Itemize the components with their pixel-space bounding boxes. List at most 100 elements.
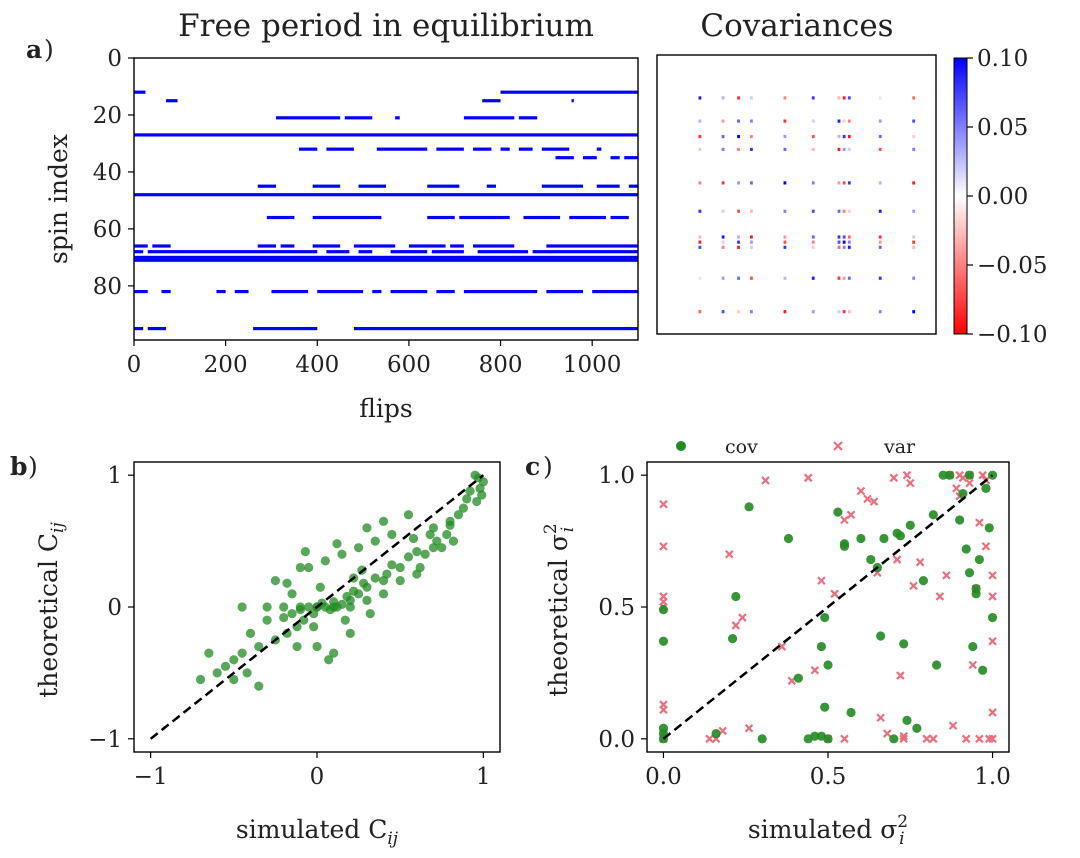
c-cov-point <box>820 612 830 623</box>
var-marker-stroke <box>942 571 951 580</box>
spin-segment <box>523 215 561 220</box>
b-data-point <box>300 547 310 557</box>
b-data-point <box>324 655 334 665</box>
spin-segment <box>459 215 510 220</box>
c-cov-point <box>810 731 820 741</box>
c-cov-point <box>856 533 866 544</box>
covariance-cell <box>698 276 702 280</box>
b-data-point <box>458 503 468 513</box>
covariance-cell <box>878 147 882 152</box>
b-data-point <box>282 578 292 588</box>
c-var-point <box>856 486 866 496</box>
b-data-point <box>445 520 455 530</box>
b-data-point <box>229 674 239 685</box>
c-var-point <box>896 671 905 680</box>
b-data-point <box>345 628 355 638</box>
covariance-cell <box>837 96 841 100</box>
covariance-cell <box>750 96 753 100</box>
spin-segment <box>427 215 455 220</box>
spin-segment <box>628 184 638 188</box>
panel-b-label: b <box>10 452 27 481</box>
var-marker-stroke <box>882 729 892 738</box>
b-data-point <box>262 602 272 612</box>
covariance-cell <box>837 276 841 280</box>
c-cov-point <box>833 507 843 517</box>
covariance-cell <box>847 181 851 185</box>
b-data-point <box>337 549 347 559</box>
spin-segment <box>134 193 638 197</box>
c-cov-point <box>816 641 827 652</box>
b-data-point <box>320 556 330 566</box>
covariance-cell <box>698 134 702 139</box>
x-tick-label: 1000 <box>563 352 622 378</box>
c-var-point <box>738 613 747 622</box>
y-tick-label: 1.0 <box>598 463 635 489</box>
c-cov-point <box>961 544 971 554</box>
spin-segment <box>463 289 538 294</box>
c-var-point <box>975 518 984 527</box>
spin-segment <box>431 250 464 254</box>
covariance-cell <box>847 276 851 280</box>
c-var-point <box>909 581 918 591</box>
covariance-cell <box>750 209 753 213</box>
b-data-point <box>345 602 355 612</box>
spin-segment <box>276 116 341 120</box>
b-data-point <box>465 486 475 496</box>
var-marker-stroke <box>905 478 915 488</box>
b-data-point <box>387 529 397 540</box>
b-data-point <box>304 602 314 612</box>
y-tick-label: 80 <box>93 274 122 300</box>
x-tick-label: 600 <box>387 352 431 378</box>
covariance-cell <box>912 134 916 139</box>
panel-c-label: c <box>525 452 540 481</box>
c-cov-point <box>658 723 669 733</box>
covariance-cell <box>878 240 882 244</box>
covariance-cell <box>783 181 787 185</box>
b-data-point <box>412 547 422 557</box>
b-data-point <box>395 576 405 586</box>
b-x-label-sub: ij <box>387 829 398 849</box>
var-marker-stroke <box>896 671 905 680</box>
covariance-cell <box>878 235 882 239</box>
spin-segment <box>134 244 148 248</box>
raster-frame <box>133 57 639 341</box>
b-data-point <box>403 552 414 562</box>
spin-segment <box>583 156 597 160</box>
c-var-point <box>899 734 908 744</box>
spin-segment <box>134 258 638 262</box>
b-data-point <box>349 586 359 596</box>
c-cov-point <box>968 641 978 652</box>
c-cov-point <box>823 660 833 670</box>
c-var-point <box>929 734 938 744</box>
c-var-point <box>988 734 997 744</box>
b-data-point <box>340 615 350 625</box>
spin-segment <box>134 133 638 137</box>
y-tick-label: 0 <box>107 46 122 72</box>
b-data-point <box>254 681 264 691</box>
covariance-cell <box>737 235 740 239</box>
covariance-cell <box>842 147 846 152</box>
raster-segments <box>134 90 638 331</box>
covariance-cell <box>698 310 702 314</box>
covariance-cell <box>842 240 846 244</box>
c-cov-point <box>866 554 876 565</box>
c-var-point <box>810 665 820 675</box>
c-cov-point <box>820 702 830 712</box>
c-var-point <box>659 542 668 551</box>
var-marker-stroke <box>935 592 945 601</box>
covariance-cell <box>737 119 740 123</box>
c-cov-point <box>658 605 669 615</box>
var-marker-stroke <box>988 636 997 646</box>
legend-var-stroke <box>833 441 843 451</box>
b-x-ticks: −1 0 1 <box>134 752 491 790</box>
covariance-cell <box>750 245 753 249</box>
covariance-cell <box>698 235 702 239</box>
covariance-cell <box>842 245 846 249</box>
covariance-cell <box>878 181 882 185</box>
covariance-cell <box>912 181 916 185</box>
covariance-cell <box>737 147 740 152</box>
c-cov-point <box>978 665 988 675</box>
var-marker-stroke <box>978 470 987 480</box>
covariance-cell <box>847 119 851 123</box>
c-var-point <box>988 592 997 601</box>
